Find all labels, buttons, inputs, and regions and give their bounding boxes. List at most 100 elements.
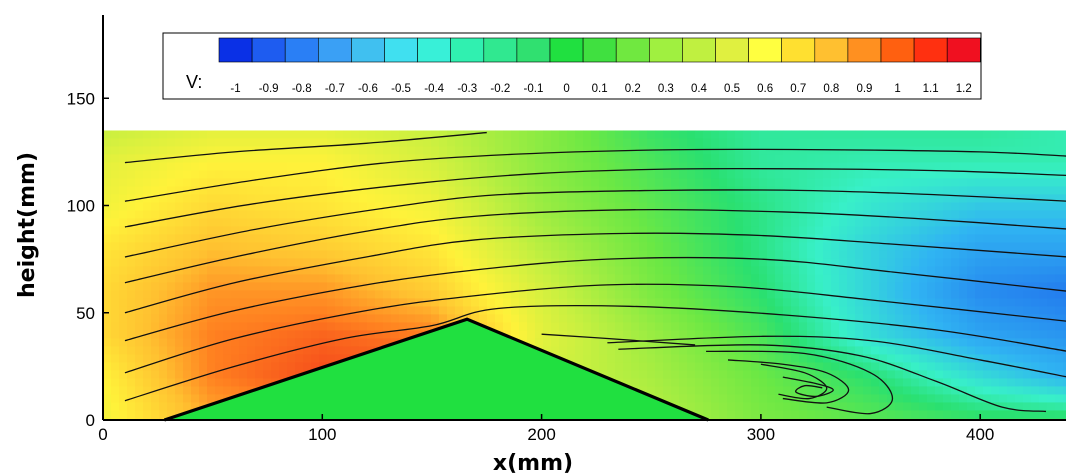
field-cell — [143, 298, 152, 308]
field-cell — [879, 138, 888, 148]
field-cell — [895, 322, 904, 332]
field-cell — [639, 314, 648, 324]
field-cell — [415, 258, 424, 268]
field-cell — [935, 298, 944, 308]
field-cell — [255, 266, 264, 276]
field-cell — [647, 362, 656, 372]
field-cell — [839, 394, 848, 404]
field-cell — [687, 178, 696, 188]
field-cell — [271, 362, 280, 372]
field-cell — [839, 234, 848, 244]
field-cell — [911, 362, 920, 372]
field-cell — [703, 298, 712, 308]
field-cell — [495, 306, 504, 316]
field-cell — [111, 314, 120, 324]
field-cell — [767, 402, 776, 412]
streamline — [124, 189, 1066, 258]
field-cell — [711, 234, 720, 244]
field-cell — [199, 146, 208, 156]
field-cell — [487, 250, 496, 260]
field-cell — [1047, 266, 1056, 276]
field-cell — [287, 130, 296, 140]
field-cell — [655, 178, 664, 188]
field-cell — [687, 298, 696, 308]
field-cell — [887, 226, 896, 236]
field-cell — [839, 306, 848, 316]
field-cell — [607, 346, 616, 356]
field-cell — [1007, 306, 1016, 316]
field-cell — [175, 346, 184, 356]
field-cell — [871, 274, 880, 284]
field-cell — [215, 330, 224, 340]
field-cell — [679, 378, 688, 388]
field-cell — [663, 298, 672, 308]
field-cell — [871, 386, 880, 396]
field-cell — [135, 362, 144, 372]
field-cell — [415, 130, 424, 140]
field-cell — [471, 178, 480, 188]
field-cell — [167, 410, 176, 420]
field-cell — [455, 226, 464, 236]
field-cell — [639, 378, 648, 388]
colorbar-level-label: 1.1 — [923, 83, 939, 95]
field-cell — [103, 194, 112, 204]
field-cell — [367, 250, 376, 260]
colorbar-swatch — [284, 37, 319, 63]
field-cell — [151, 298, 160, 308]
field-cell — [919, 170, 928, 180]
field-cell — [663, 306, 672, 316]
field-cell — [191, 378, 200, 388]
field-cell — [1031, 274, 1040, 284]
field-cell — [799, 346, 808, 356]
field-cell — [767, 290, 776, 300]
field-cell — [823, 362, 832, 372]
field-cell — [863, 282, 872, 292]
field-cell — [887, 314, 896, 324]
field-cell — [639, 290, 648, 300]
field-cell — [783, 410, 792, 420]
field-cell — [487, 130, 496, 140]
field-cell — [207, 346, 216, 356]
field-cell — [551, 266, 560, 276]
field-cell — [855, 162, 864, 172]
field-cell — [295, 154, 304, 164]
field-cell — [783, 234, 792, 244]
field-cell — [887, 282, 896, 292]
field-cell — [975, 370, 984, 380]
field-cell — [351, 306, 360, 316]
field-cell — [895, 218, 904, 228]
field-cell — [151, 394, 160, 404]
field-cell — [903, 314, 912, 324]
field-cell — [615, 210, 624, 220]
field-cell — [151, 266, 160, 276]
field-cell — [511, 186, 520, 196]
field-cell — [775, 146, 784, 156]
field-cell — [535, 330, 544, 340]
field-cell — [791, 322, 800, 332]
field-cell — [647, 250, 656, 260]
field-cell — [495, 314, 504, 324]
field-cell — [1023, 378, 1032, 388]
field-cell — [1023, 346, 1032, 356]
field-cell — [775, 170, 784, 180]
field-cell — [615, 322, 624, 332]
field-cell — [271, 194, 280, 204]
field-cell — [287, 330, 296, 340]
field-cell — [327, 298, 336, 308]
field-cell — [623, 354, 632, 364]
field-cell — [423, 202, 432, 212]
field-cell — [887, 194, 896, 204]
colorbar-level-label: 0.3 — [658, 83, 674, 95]
field-cell — [343, 178, 352, 188]
field-cell — [799, 370, 808, 380]
field-cell — [599, 130, 608, 140]
field-cell — [935, 322, 944, 332]
field-cell — [519, 226, 528, 236]
triangular-obstacle — [163, 317, 709, 422]
field-cell — [231, 186, 240, 196]
field-cell — [831, 234, 840, 244]
field-cell — [727, 218, 736, 228]
field-cell — [367, 194, 376, 204]
field-cell — [575, 130, 584, 140]
field-cell — [911, 194, 920, 204]
